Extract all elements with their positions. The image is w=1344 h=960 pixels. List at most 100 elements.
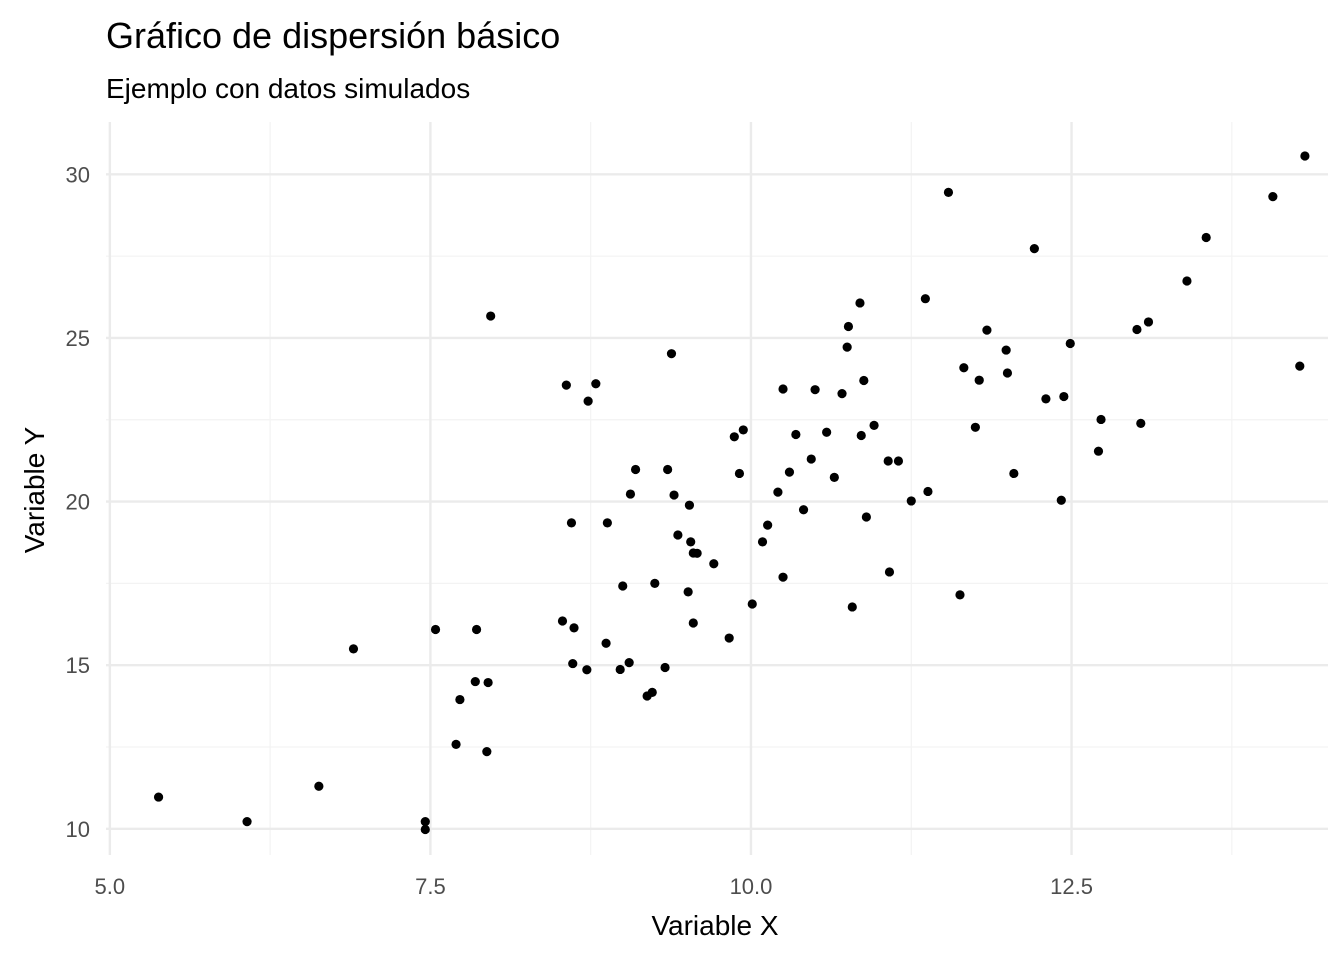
data-point: [1136, 418, 1146, 428]
y-axis-title: Variable Y: [19, 426, 50, 553]
data-point: [920, 294, 930, 304]
data-point: [566, 518, 577, 528]
data-point: [982, 325, 992, 335]
data-point: [650, 578, 660, 588]
data-point: [625, 489, 636, 499]
data-point: [430, 624, 441, 635]
data-point: [348, 644, 359, 654]
data-point: [557, 616, 568, 626]
data-point: [618, 581, 628, 591]
data-point: [569, 623, 579, 633]
data-point: [1295, 361, 1305, 371]
data-point: [883, 456, 893, 466]
x-axis-title: Variable X: [651, 910, 778, 941]
data-point: [822, 427, 832, 437]
data-point: [763, 520, 773, 530]
data-point: [806, 454, 816, 464]
data-point: [778, 384, 788, 394]
data-point: [837, 389, 847, 399]
data-point: [692, 548, 702, 558]
x-tick-label: 5.0: [95, 874, 126, 899]
data-point: [660, 662, 670, 673]
data-point: [709, 559, 719, 569]
data-point: [663, 464, 673, 475]
data-point: [669, 490, 679, 500]
y-tick-label: 20: [66, 490, 90, 515]
data-point: [1300, 151, 1310, 161]
data-point: [869, 420, 879, 430]
data-point: [798, 505, 809, 515]
x-tick-label: 7.5: [415, 874, 446, 899]
data-point: [1268, 192, 1278, 202]
data-point: [829, 472, 839, 482]
data-point: [242, 817, 252, 827]
data-point: [471, 624, 482, 635]
data-point: [738, 425, 748, 435]
data-point: [784, 467, 795, 477]
data-point: [955, 590, 965, 600]
data-point: [1001, 345, 1011, 355]
data-point: [856, 430, 866, 441]
data-point: [974, 375, 984, 385]
data-point: [684, 500, 695, 510]
data-point: [688, 618, 698, 628]
data-point: [729, 432, 739, 442]
data-point: [724, 633, 734, 643]
data-point: [483, 677, 493, 688]
data-point: [486, 311, 496, 321]
data-point: [810, 385, 820, 395]
data-point: [1029, 244, 1039, 254]
data-point: [647, 687, 657, 697]
data-point: [314, 781, 324, 791]
data-point: [624, 657, 634, 668]
x-tick-label: 10.0: [730, 874, 773, 899]
data-point: [568, 658, 578, 669]
y-tick-labels: 10 15 20 25 30: [66, 162, 90, 841]
data-point: [153, 792, 164, 802]
data-point: [970, 422, 980, 432]
y-tick-label: 15: [66, 653, 90, 678]
data-point: [855, 298, 865, 308]
data-point: [673, 530, 683, 540]
data-point: [582, 665, 592, 675]
y-tick-label: 10: [66, 817, 90, 842]
data-point: [884, 567, 895, 577]
data-point: [601, 638, 611, 648]
data-point: [683, 587, 693, 597]
data-point: [843, 321, 854, 332]
data-point: [451, 739, 461, 749]
data-point: [591, 379, 601, 389]
data-point: [1132, 324, 1142, 335]
data-point: [757, 537, 768, 547]
data-point: [615, 664, 625, 675]
data-point: [747, 599, 757, 609]
data-point: [583, 396, 593, 406]
data-point: [420, 817, 430, 827]
data-point: [893, 456, 904, 466]
chart-subtitle: Ejemplo con datos simulados: [106, 73, 470, 104]
data-point: [1002, 368, 1013, 378]
data-point: [847, 602, 857, 612]
data-point: [943, 187, 954, 197]
y-tick-label: 25: [66, 326, 90, 351]
data-point: [906, 496, 916, 506]
data-point: [1096, 414, 1106, 425]
data-point: [455, 694, 465, 705]
data-point: [842, 342, 852, 352]
data-point: [1041, 394, 1051, 404]
data-point: [1093, 446, 1104, 456]
data-points: [153, 151, 1310, 835]
data-point: [470, 676, 480, 687]
data-point: [686, 537, 696, 547]
data-point: [630, 464, 641, 475]
y-tick-label: 30: [66, 162, 90, 187]
data-point: [602, 518, 612, 528]
data-point: [734, 468, 745, 479]
data-point: [1143, 317, 1154, 327]
data-point: [959, 363, 969, 373]
data-point: [561, 380, 571, 390]
data-point: [791, 429, 801, 440]
data-point: [1065, 338, 1075, 349]
data-point: [666, 349, 677, 359]
